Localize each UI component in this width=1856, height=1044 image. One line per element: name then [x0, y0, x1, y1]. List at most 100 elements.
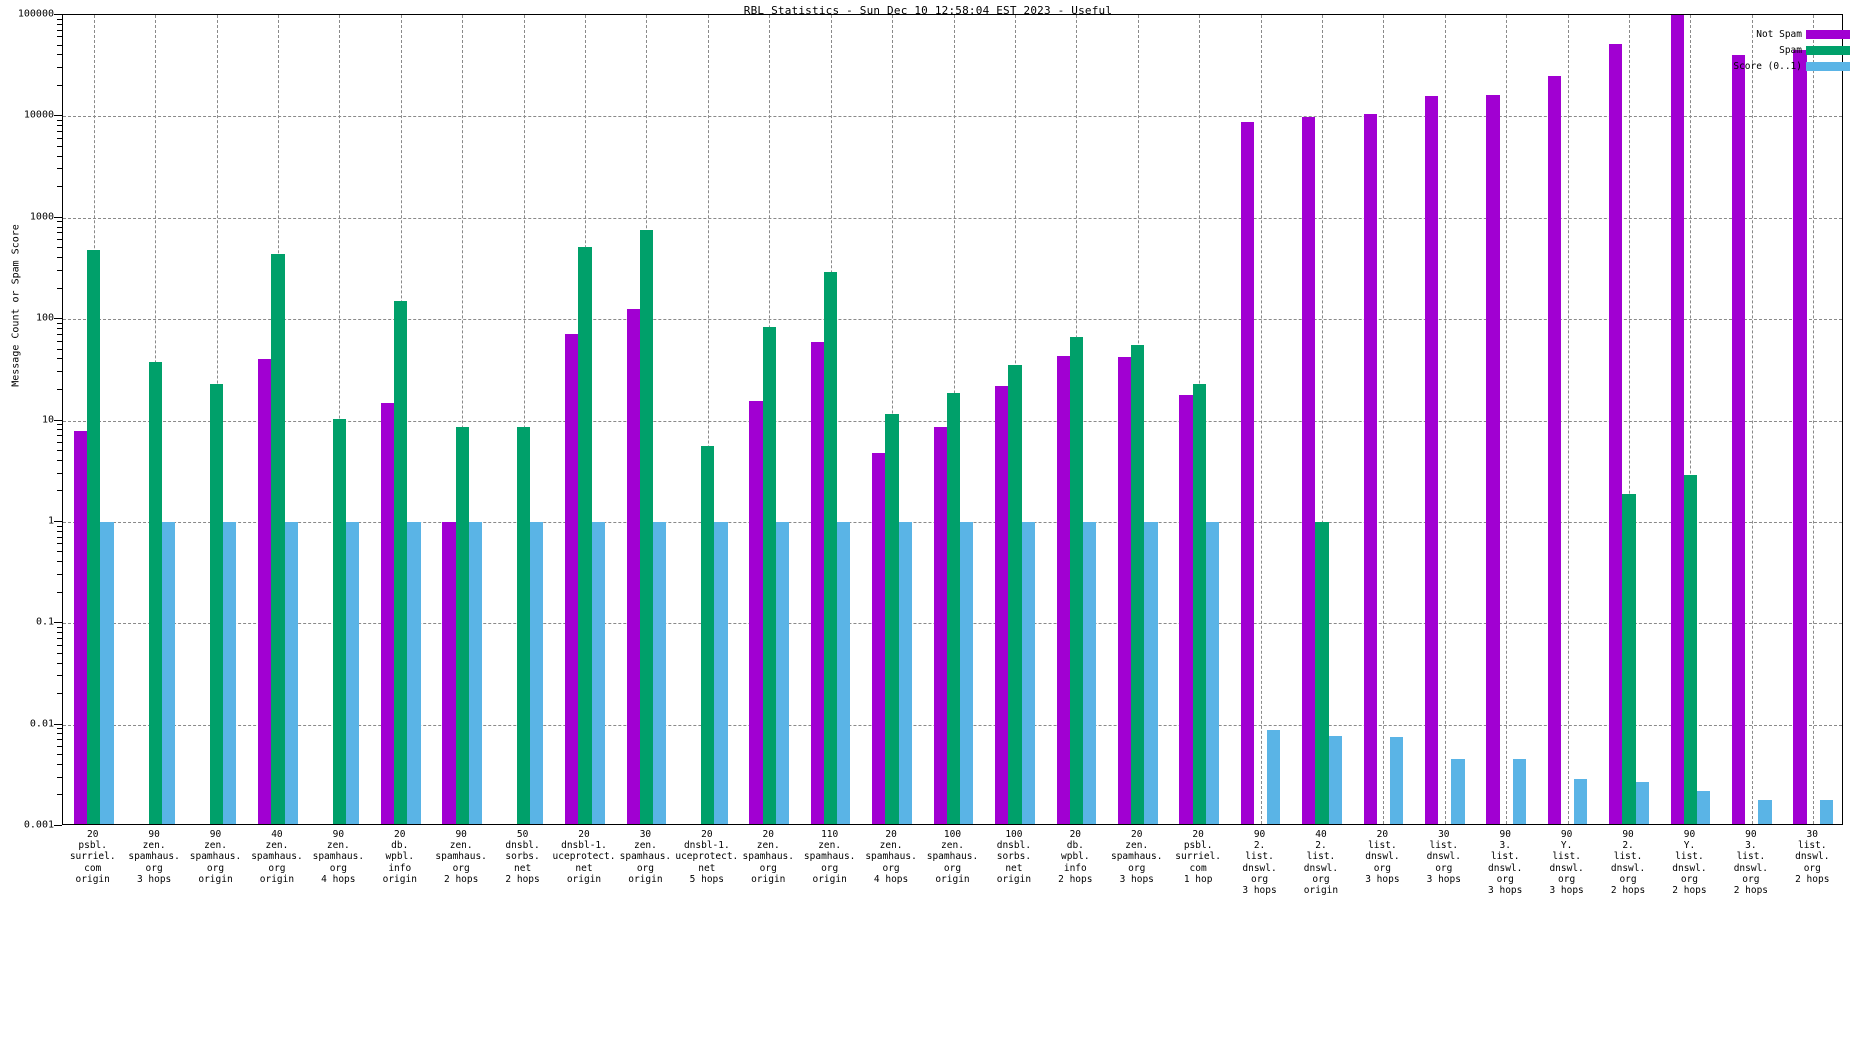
bar-sp	[1192, 383, 1206, 824]
bar-sc	[100, 521, 114, 824]
bar-ns	[1179, 394, 1193, 824]
y-axis-minor-tick	[57, 733, 62, 735]
x-axis-tick-label: 90 2. list. dnswl. org 2 hops	[1610, 829, 1646, 897]
y-axis-minor-tick	[57, 441, 62, 443]
y-axis-minor-tick	[57, 327, 62, 329]
y-axis-minor-tick	[57, 652, 62, 654]
bar-sc	[161, 521, 175, 824]
bar-sc	[1758, 800, 1772, 824]
bar-sc	[714, 521, 728, 824]
y-axis-tick	[54, 825, 62, 826]
bar-sc	[1205, 521, 1219, 824]
x-axis-tick-label: 90 2. list. dnswl. org 3 hops	[1242, 829, 1277, 897]
x-axis-tick-label: 20 psbl. surriel. com origin	[69, 829, 116, 885]
x-axis-tick-label: 20 dnsbl-1. uceprotect. net 5 hops	[675, 829, 739, 885]
bar-sp	[517, 426, 531, 824]
bar-sp	[1131, 345, 1145, 824]
bar-sp	[455, 426, 469, 824]
y-axis-tick-label: 0.001	[23, 819, 54, 831]
bar-sc	[1267, 730, 1281, 824]
bar-ns	[1732, 55, 1746, 824]
plot-inner	[63, 15, 1842, 824]
y-axis-tick-label: 100000	[17, 8, 54, 20]
bar-sp	[578, 247, 592, 824]
y-axis-minor-tick	[57, 44, 62, 46]
y-axis-minor-tick	[57, 155, 62, 157]
bar-ns	[73, 431, 88, 824]
bar-sc	[1389, 737, 1404, 824]
y-axis-minor-tick	[57, 644, 62, 646]
y-axis-minor-tick	[57, 525, 62, 527]
y-axis-minor-tick	[57, 728, 62, 730]
y-axis-minor-tick	[57, 626, 62, 628]
bar-ns	[933, 427, 947, 824]
y-axis-tick	[54, 216, 62, 218]
grid-line-horizontal	[63, 116, 1842, 118]
bar-ns	[1670, 15, 1684, 824]
bar-sp	[762, 327, 776, 824]
bar-sp	[639, 229, 654, 824]
y-axis-minor-tick	[57, 168, 62, 170]
bar-ns	[258, 359, 272, 824]
grid-line-vertical	[1690, 15, 1692, 824]
y-axis-minor-tick	[57, 29, 62, 31]
grid-line-vertical	[462, 15, 464, 824]
x-axis-tick-label: 90 Y. list. dnswl. org 2 hops	[1672, 829, 1707, 897]
y-axis-minor-tick	[57, 257, 62, 259]
x-axis-tick-label: 20 psbl. surriel. com 1 hop	[1175, 829, 1222, 885]
bar-sp	[885, 414, 899, 824]
bar-sc	[653, 521, 667, 824]
bar-sc	[775, 521, 790, 824]
y-axis-minor-tick	[57, 371, 62, 373]
y-axis-tick-label: 1	[47, 515, 54, 527]
y-axis-title: Message Count or Spam Score	[10, 224, 22, 387]
grid-line-vertical	[1629, 15, 1631, 824]
y-axis-minor-tick	[57, 239, 62, 241]
x-axis-tick-label: 40 zen. spamhaus. org origin	[251, 829, 303, 885]
x-axis-tick-label: 90 Y. list. dnswl. org 3 hops	[1549, 829, 1584, 897]
x-axis-tick-label: 90 3. list. dnswl. org 2 hops	[1733, 829, 1769, 897]
bar-ns	[1547, 76, 1562, 824]
plot-area	[62, 14, 1843, 825]
bar-sp	[946, 393, 961, 824]
x-axis-tick-label: 90 zen. spamhaus. org 4 hops	[312, 829, 365, 885]
bar-ns	[1425, 95, 1439, 824]
x-axis-tick-label: 90 zen. spamhaus. org 3 hops	[128, 829, 180, 885]
bar-sp	[701, 446, 715, 824]
y-axis-minor-tick	[57, 573, 62, 575]
bar-ns	[872, 452, 886, 824]
bar-sc	[1328, 735, 1342, 824]
bar-sp	[1622, 493, 1636, 824]
y-axis-minor-tick	[57, 794, 62, 796]
y-axis-minor-tick	[57, 232, 62, 234]
y-axis-minor-tick	[57, 551, 62, 553]
y-axis-minor-tick	[57, 435, 62, 437]
bar-sc	[1144, 521, 1158, 824]
bar-sp	[1683, 474, 1698, 824]
bar-sc	[345, 521, 360, 824]
bar-sc	[1082, 521, 1097, 824]
grid-line-vertical	[1567, 15, 1569, 824]
x-axis-tick-label: 90 zen. spamhaus. org origin	[189, 829, 242, 885]
y-axis-tick-label: 1000	[29, 211, 54, 223]
bar-sc	[837, 521, 851, 824]
y-axis-minor-tick	[57, 530, 62, 532]
bar-ns	[1056, 356, 1070, 824]
y-axis-minor-tick	[57, 137, 62, 139]
x-axis-tick-label: 30 zen. spamhaus. org origin	[619, 829, 672, 885]
chart-legend: Not Spam Spam Score (0..1)	[1700, 28, 1850, 76]
bar-sc	[468, 521, 482, 824]
y-axis-minor-tick	[57, 84, 62, 86]
bar-sp	[332, 418, 346, 824]
y-axis-minor-tick	[57, 125, 62, 127]
bar-sc	[530, 521, 544, 824]
x-axis-tick-label: 20 zen. spamhaus. org 3 hops	[1110, 829, 1163, 885]
bar-sp	[271, 253, 285, 824]
bar-sc	[960, 521, 974, 824]
y-axis-minor-tick	[57, 54, 62, 56]
bar-sp	[1008, 365, 1022, 824]
y-axis-minor-tick	[57, 340, 62, 342]
y-axis-minor-tick	[57, 226, 62, 228]
y-axis-minor-tick	[57, 632, 62, 634]
x-axis-tick-label: 110 zen. spamhaus. org origin	[803, 829, 856, 885]
